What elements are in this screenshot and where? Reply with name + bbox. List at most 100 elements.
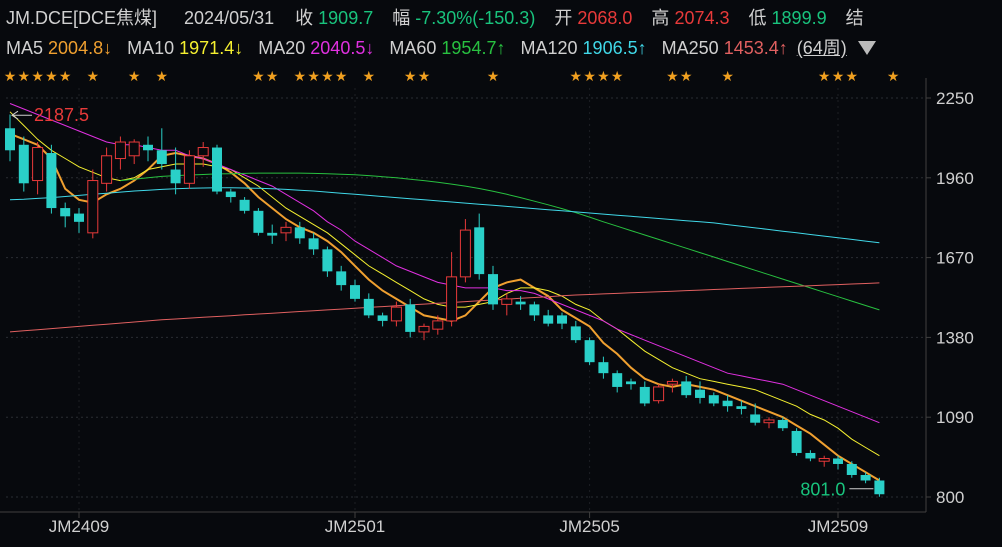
max-label: 2187.5 <box>34 105 89 125</box>
star-marker: ★ <box>418 69 431 85</box>
star-marker: ★ <box>404 69 417 85</box>
candle-body <box>432 320 444 330</box>
ma120-label: MA120 <box>520 38 578 58</box>
star-marker: ★ <box>832 69 845 85</box>
candle-body <box>446 276 458 322</box>
star-marker: ★ <box>18 69 31 85</box>
y-tick-label: 800 <box>936 488 964 507</box>
left-arrow-icon <box>11 110 19 120</box>
candle-body <box>612 373 623 387</box>
ma10-label: MA10 <box>127 38 175 58</box>
candle-body <box>874 480 885 495</box>
candle-body <box>722 400 733 407</box>
candle-body <box>294 227 305 239</box>
candle-body <box>377 315 388 321</box>
star-marker: ★ <box>128 69 141 85</box>
open-value: 2068.0 <box>577 8 633 28</box>
star-marker: ★ <box>87 69 100 85</box>
ma250-value: 1453.4↑ <box>723 38 788 58</box>
star-marker: ★ <box>818 69 831 85</box>
candle-body <box>750 414 761 423</box>
candle-body <box>557 315 567 324</box>
close-value: 1909.7 <box>318 8 374 28</box>
change-label: 幅 <box>392 8 411 28</box>
candle-body <box>598 362 609 374</box>
change-value: -7.30%(-150.3) <box>415 8 536 28</box>
star-marker: ★ <box>680 69 693 85</box>
triangle-down-icon[interactable] <box>857 41 876 55</box>
candle-body <box>529 304 540 316</box>
quote-header: JM.DCE[DCE焦煤] 2024/05/31 收 1909.7 幅 -7.3… <box>6 7 864 29</box>
candle-body <box>488 274 498 305</box>
candle-body <box>308 238 319 250</box>
candle-body <box>833 458 843 464</box>
x-tick-label: JM2509 <box>808 517 868 536</box>
x-tick-label: JM2501 <box>325 517 385 536</box>
candle-body <box>74 213 84 222</box>
ma120-value: 1906.5↑ <box>582 38 647 58</box>
candle-body <box>777 419 788 429</box>
ma60-value: 1954.7↑ <box>441 38 506 58</box>
candle-body <box>128 141 140 157</box>
candle-body <box>818 457 830 462</box>
candle-body <box>322 249 333 272</box>
star-marker: ★ <box>583 69 596 85</box>
star-marker: ★ <box>666 69 679 85</box>
ma5-label: MA5 <box>6 38 44 58</box>
candle-body <box>708 395 719 404</box>
candle-body <box>32 147 44 182</box>
star-marker: ★ <box>887 69 900 85</box>
candle-body <box>860 474 871 481</box>
star-marker: ★ <box>31 69 44 85</box>
ma-line-ma5 <box>9 132 880 482</box>
star-marker: ★ <box>597 69 610 85</box>
star-marker: ★ <box>45 69 58 85</box>
close-label: 收 <box>295 8 314 28</box>
candle-body <box>225 191 236 198</box>
candle-body <box>515 301 526 305</box>
symbol-label: JM.DCE[DCE焦煤] <box>6 8 158 28</box>
low-label: 低 <box>748 8 767 28</box>
candle-body <box>763 419 775 424</box>
candle-body <box>584 340 595 363</box>
x-tick-label: JM2505 <box>559 517 619 536</box>
candle-body <box>197 147 209 157</box>
candle-body <box>350 285 360 299</box>
ma10-value: 1971.4↓ <box>179 38 244 58</box>
candle-body <box>459 229 471 278</box>
candle-body <box>570 326 581 341</box>
candle-body <box>60 208 71 217</box>
date-label: 2024/05/31 <box>184 8 275 28</box>
candle-body <box>143 144 153 151</box>
candle-body <box>239 199 250 211</box>
candle-body <box>405 304 416 332</box>
ma-line-ma250 <box>9 282 880 333</box>
candle-body <box>363 298 374 316</box>
star-marker: ★ <box>59 69 72 85</box>
candle-body <box>280 226 292 234</box>
ma20-value: 2040.5↓ <box>310 38 375 58</box>
candle-body <box>5 128 15 151</box>
ma-line-ma10 <box>9 111 880 457</box>
star-marker: ★ <box>363 69 376 85</box>
candle-body <box>543 315 554 324</box>
star-marker: ★ <box>294 69 307 85</box>
candle-body <box>474 227 485 275</box>
candle-body <box>681 381 692 396</box>
candle-body <box>639 386 650 404</box>
ma20-label: MA20 <box>258 38 306 58</box>
star-marker: ★ <box>846 69 859 85</box>
y-tick-label: 2250 <box>936 89 974 108</box>
settle-label: 结 <box>845 8 864 28</box>
candle-body <box>666 380 678 385</box>
period-selector[interactable]: (64周) <box>796 38 847 58</box>
ma-line-ma20 <box>9 103 880 424</box>
x-tick-label: JM2409 <box>49 517 109 536</box>
open-label: 开 <box>554 8 573 28</box>
star-marker: ★ <box>307 69 320 85</box>
y-tick-label: 1670 <box>936 249 974 268</box>
candle-body <box>501 298 513 305</box>
star-marker: ★ <box>4 69 17 85</box>
